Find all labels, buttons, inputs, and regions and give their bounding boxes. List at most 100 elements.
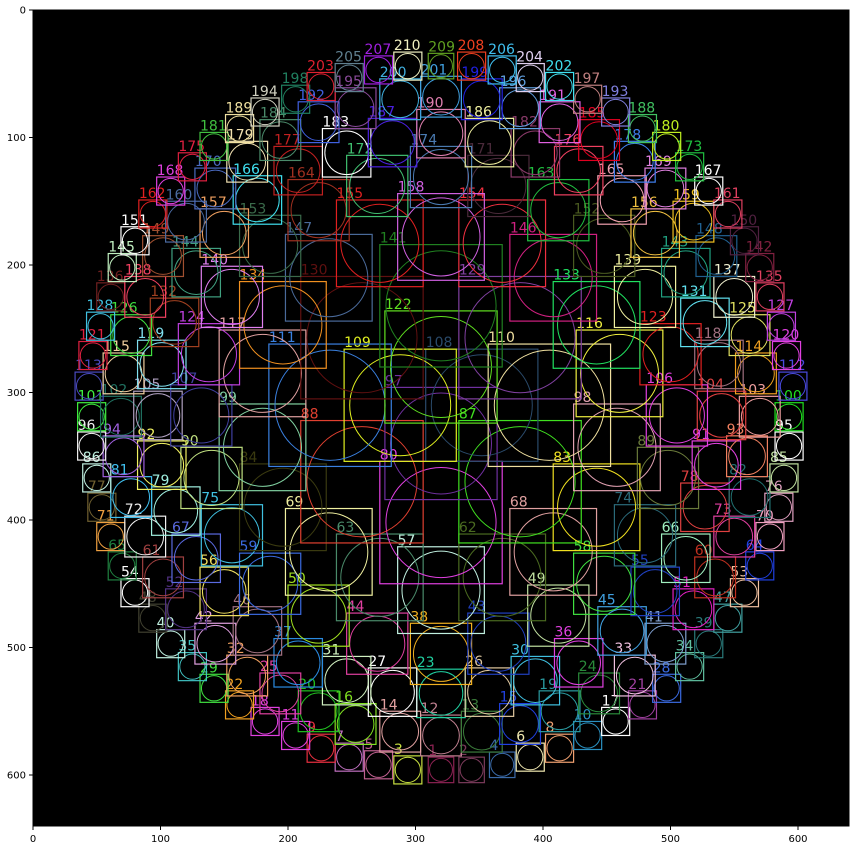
detection-209: 209 [427, 39, 455, 80]
detection-circle [715, 278, 754, 316]
detection-box [177, 152, 208, 182]
detection-box [136, 440, 187, 491]
detection-label: 83 [553, 450, 571, 466]
detection-label: 158 [398, 180, 425, 196]
detection-box [691, 440, 742, 491]
y-tick-label: 100 [7, 133, 26, 144]
detection-207: 207 [363, 42, 394, 85]
detection-label: 148 [696, 222, 723, 238]
detection-138: 138 [124, 262, 167, 318]
detection-label: 59 [240, 539, 258, 555]
detection-box [427, 52, 455, 80]
detection-box [238, 280, 327, 369]
detection-box [300, 275, 424, 400]
detection-box [680, 297, 730, 348]
detection-circle [157, 630, 184, 657]
detection-circle [242, 555, 299, 612]
detection-153: 153 [238, 201, 302, 278]
detection-label: 85 [770, 450, 788, 466]
detection-circle [385, 250, 497, 362]
y-tick-label: 0 [20, 6, 26, 17]
detection-box [82, 463, 112, 493]
detection-box [627, 690, 658, 720]
detection-circle [83, 464, 110, 492]
detection-label: 195 [335, 74, 362, 90]
detection-box [199, 131, 229, 162]
detection-63: 63 [335, 520, 424, 622]
detection-circle [646, 624, 685, 663]
detection-circle [489, 56, 516, 84]
detection-label: 10 [574, 707, 592, 723]
detection-label: 55 [631, 553, 649, 569]
detection-circle [697, 237, 736, 275]
detection-90: 90 [180, 433, 243, 510]
detection-label: 173 [676, 139, 703, 155]
detection-label: 123 [640, 310, 667, 326]
plot-area [33, 10, 849, 826]
detection-label: 196 [500, 74, 527, 90]
detection-75: 75 [200, 491, 264, 567]
detection-circle [167, 202, 205, 241]
detection-circle [308, 73, 335, 100]
detection-label: 153 [240, 201, 267, 217]
detection-circle [201, 210, 247, 256]
detection-box [85, 311, 116, 341]
detection-label: 156 [631, 195, 658, 211]
detection-circle [464, 282, 576, 394]
detection-box [281, 720, 311, 751]
detection-181: 181 [199, 118, 229, 162]
detection-11: 11 [281, 707, 311, 751]
detection-box [769, 463, 799, 493]
detection-label: 31 [322, 642, 340, 658]
detection-circle [632, 210, 678, 256]
detection-circle [464, 426, 576, 538]
detection-box [425, 348, 539, 462]
detection-label: 24 [579, 659, 597, 675]
detection-box [120, 578, 150, 608]
detection-label: 132 [150, 284, 177, 300]
detection-box [613, 504, 677, 567]
detection-label: 205 [335, 50, 362, 66]
detection-box [138, 199, 168, 229]
detection-152: 152 [572, 201, 636, 278]
detection-132: 132 [149, 284, 200, 348]
detection-25: 25 [259, 659, 302, 715]
detection-165: 165 [597, 162, 647, 225]
x-axis: 0 100 200 300 400 500 600 [30, 826, 808, 845]
detection-161: 161 [713, 186, 743, 229]
detection-box [287, 584, 350, 647]
detection-label: 12 [421, 701, 439, 717]
detection-175: 175 [177, 139, 208, 182]
detection-circle [546, 73, 573, 100]
detection-label: 189 [226, 101, 253, 117]
detection-circle [501, 705, 539, 743]
detection-circle [674, 590, 713, 629]
detection-56: 56 [199, 553, 250, 617]
detection-label: 165 [598, 162, 625, 178]
detection-label: 199 [461, 65, 488, 81]
detection-146: 146 [509, 220, 598, 322]
detection-circle [458, 52, 485, 80]
detection-box [729, 578, 760, 608]
detection-circle [557, 467, 637, 547]
detection-label: 175 [178, 139, 205, 155]
detection-box [467, 154, 530, 218]
detection-circle [773, 342, 800, 369]
detection-label: 178 [614, 127, 641, 143]
detection-label: 1 [428, 743, 437, 759]
detection-label: 65 [108, 538, 126, 554]
detection-circle [144, 558, 182, 597]
detection-label: 180 [653, 118, 680, 134]
detection-label: 150 [730, 213, 757, 229]
detection-box [107, 252, 137, 283]
detection-168: 168 [156, 163, 186, 206]
detection-circle [775, 403, 803, 430]
detection-circle [401, 197, 481, 277]
detection-box [393, 51, 423, 81]
detection-box [456, 51, 487, 81]
detection-circle [459, 757, 484, 782]
detection-label: 206 [488, 42, 515, 58]
detection-circle [126, 278, 165, 316]
x-tick-label: 200 [278, 834, 297, 845]
